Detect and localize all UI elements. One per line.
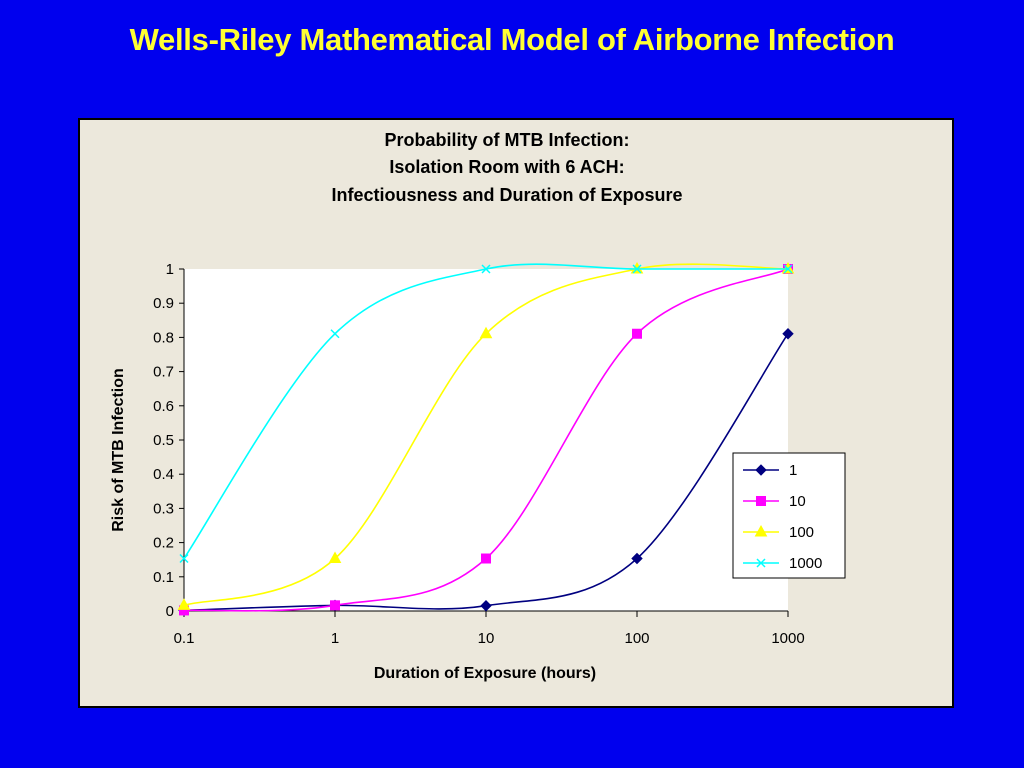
legend: 1 10 100 1000 [732,452,846,579]
data-point-1000 [179,553,189,564]
legend-label-1: 1 [789,462,797,479]
y-tick-label: 0.1 [153,569,174,586]
legend-marker-10 [756,496,766,506]
legend-label-1000: 1000 [789,555,822,572]
y-tick-label: 0 [166,603,174,620]
chart-title-line-3: Infectiousness and Duration of Exposure [331,185,682,205]
x-tick-label: 1000 [771,630,804,647]
series-line-1 [183,333,789,612]
series-line-100 [183,263,789,607]
data-point-1 [631,552,643,565]
chart-title-line-1: Probability of MTB Infection: [385,130,630,150]
x-marker-stroke [330,329,340,339]
data-point-10 [481,553,491,564]
data-point-100 [328,551,342,564]
series-line-10 [183,268,789,612]
x-marker-stroke [783,264,793,274]
x-marker-stroke [632,264,642,274]
y-tick-label: 0.4 [153,466,174,483]
legend-marker-1000 [756,558,766,568]
data-point-1000 [481,264,491,274]
x-tick-label: 1 [331,630,339,647]
data-point-100 [177,598,191,610]
x-marker-stroke [481,264,491,274]
chart-title-line-2: Isolation Room with 6 ACH: [389,157,624,177]
y-tick-label: 0.3 [153,500,174,517]
data-point-1000 [783,264,793,274]
x-tick-label: 100 [624,630,649,647]
x-axis-label: Duration of Exposure (hours) [374,665,596,682]
y-tick-label: 0.7 [153,364,174,381]
legend-label-10: 10 [789,493,806,510]
data-point-10 [632,328,642,339]
legend-marker-100 [754,524,768,537]
series-lines [177,261,795,617]
line-chart: Probability of MTB Infection: Isolation … [110,130,846,682]
legend-box [732,452,846,579]
x-tick-label: 0.1 [174,630,195,647]
data-point-100 [479,326,493,339]
data-point-1 [782,328,794,340]
y-tick-label: 0.9 [153,295,174,312]
data-point-10 [330,600,340,611]
y-tick-label: 0.6 [153,398,174,415]
y-axis-label: Risk of MTB Infection [110,368,127,532]
series-line-1000 [183,263,788,559]
y-tick-label: 0.2 [153,535,174,552]
y-tick-label: 0.5 [153,432,174,449]
x-tick-label: 10 [478,630,495,647]
legend-label-100: 100 [789,524,814,541]
y-tick-label: 0.8 [153,329,174,346]
slide-title: Wells-Riley Mathematical Model of Airbor… [129,22,895,57]
data-point-1000 [632,264,642,274]
x-marker-stroke [756,558,766,568]
data-point-1 [480,600,492,612]
chart-panel: Probability of MTB Infection: Isolation … [78,118,954,708]
data-point-1000 [330,329,340,339]
legend-marker-1 [755,464,767,476]
y-tick-label: 1 [166,261,174,278]
x-marker-stroke [179,553,189,564]
